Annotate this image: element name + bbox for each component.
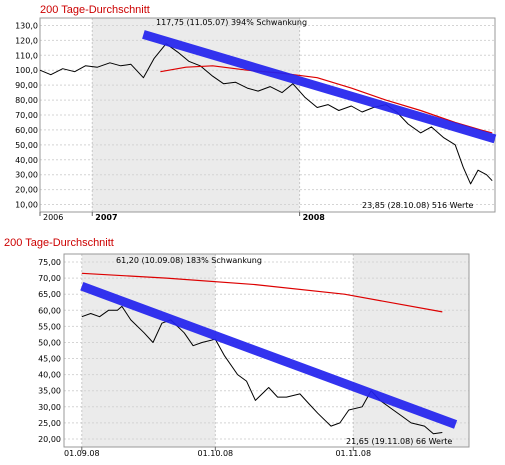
shaded-period-0 (81, 254, 216, 447)
y-tick-label: 20,00 (15, 186, 38, 195)
y-tick-label: 50,00 (15, 141, 38, 150)
chart-1-top-annotation: 117,75 (11.05.07) 394% Schwankung (156, 18, 307, 27)
y-tick-label: 10,00 (15, 201, 38, 210)
y-tick-label: 65,00 (38, 290, 61, 299)
y-tick-label: 75,00 (38, 258, 61, 267)
series-price-line (39, 43, 493, 185)
y-tick-label: 25,00 (38, 419, 61, 428)
chart-1-title: 200 Tage-Durchschnitt (40, 4, 150, 16)
y-tick-label: 70,00 (15, 111, 38, 120)
x-tick-label: 2007 (95, 213, 117, 222)
chart-1-frame (39, 17, 496, 213)
series-trendline-line (142, 30, 497, 144)
x-tick-label: 01.10.08 (198, 449, 234, 458)
chart-2-title: 200 Tage-Durchschnitt (4, 237, 114, 249)
chart-2: 200 Tage-Durchschnitt 75,00 70,00 65,00 60,… (4, 237, 470, 458)
y-tick-label: 60,00 (38, 306, 61, 315)
x-tick-label: 01.09.08 (64, 449, 100, 458)
x-tick-label: 01.11.08 (335, 449, 371, 458)
shaded-period-1 (353, 254, 469, 447)
y-tick-label: 110,0 (15, 51, 38, 60)
y-tick-label: 20,00 (38, 435, 61, 444)
y-tick-label: 40,00 (38, 371, 61, 380)
y-tick-label: 40,00 (15, 156, 38, 165)
y-tick-label: 30,00 (15, 171, 38, 180)
x-tick-label: 2008 (303, 213, 326, 222)
y-tick-label: 100,0 (15, 66, 38, 75)
series-trendline-line (80, 281, 458, 429)
chart-2-frame (63, 253, 470, 448)
y-tick-label: 55,00 (38, 322, 61, 331)
x-tick-label: 2006 (43, 213, 63, 222)
y-tick-label: 120,0 (15, 36, 38, 45)
y-tick-label: 90,00 (15, 81, 38, 90)
y-tick-label: 35,00 (38, 387, 61, 396)
y-tick-label: 70,00 (38, 274, 61, 283)
series-sma200-line (81, 272, 443, 313)
chart-2-top-annotation: 61,20 (10.09.08) 183% Schwankung (116, 256, 262, 265)
chart-2-bottom-annotation: 21,65 (19.11.08) 66 Werte (346, 437, 452, 446)
y-tick-label: 30,00 (38, 403, 61, 412)
y-tick-label: 80,00 (15, 96, 38, 105)
y-tick-label: 50,00 (38, 338, 61, 347)
chart-1-bottom-annotation: 23,85 (28.10.08) 516 Werte (362, 201, 473, 210)
y-tick-label: 45,00 (38, 355, 61, 364)
y-tick-label: 130,0 (15, 21, 38, 30)
chart-1: 200 Tage-Durchschnitt 130,0 120,0 110,0 100… (15, 4, 497, 222)
y-tick-label: 60,00 (15, 126, 38, 135)
